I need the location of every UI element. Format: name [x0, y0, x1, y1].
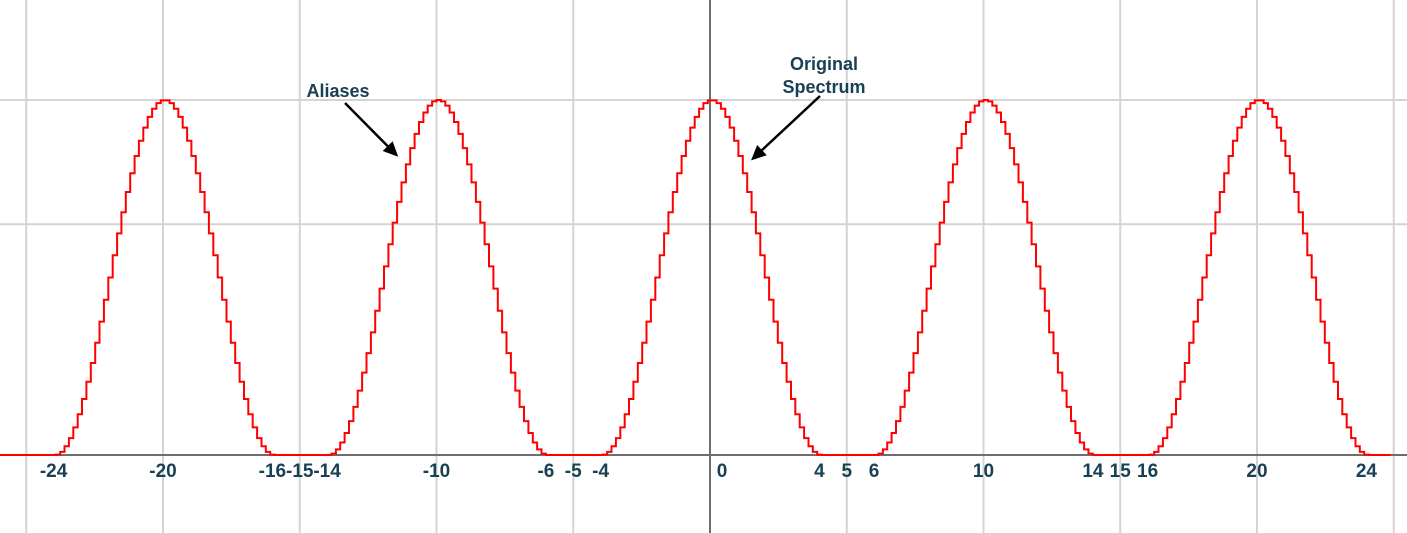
- x-tick-label: -10: [423, 461, 450, 482]
- annotation-arrow-line: [344, 102, 389, 148]
- annotation-line: Spectrum: [782, 77, 865, 97]
- x-tick-label: 0: [717, 461, 728, 482]
- x-tick-label: -4: [592, 461, 609, 482]
- x-tick-label: -5: [565, 461, 582, 482]
- x-tick-label: 15: [1110, 461, 1132, 482]
- annotation-label: Aliases: [306, 81, 369, 101]
- x-tick-label: 5: [841, 461, 852, 482]
- annotation-label: Original Spectrum: [782, 54, 865, 97]
- annotation-arrow-head: [751, 144, 767, 161]
- x-tick-label: 16: [1137, 461, 1158, 482]
- x-tick-label: -20: [149, 461, 176, 482]
- x-tick-label: -16: [259, 461, 286, 482]
- annotations: Aliases Original Spectrum: [306, 54, 866, 161]
- x-tick-label: -14: [313, 461, 341, 482]
- x-tick-label: 4: [814, 461, 825, 482]
- annotation-arrow-line: [761, 95, 821, 152]
- x-tick-label: -6: [537, 461, 554, 482]
- x-tick-label: 6: [869, 461, 880, 482]
- series-layer: [0, 99, 1391, 456]
- annotation-arrow-head: [382, 141, 399, 157]
- x-tick-label: 24: [1356, 461, 1378, 482]
- x-tick-label: 14: [1082, 461, 1104, 482]
- x-tick-label: 20: [1246, 461, 1267, 482]
- x-tick-label: -24: [40, 461, 68, 482]
- x-tick-label: -15: [286, 461, 314, 482]
- spectrum-series-line: [0, 99, 1391, 456]
- annotation-line: Aliases: [306, 81, 369, 101]
- x-tick-labels: -24 -20 -16 -15 -14 -10 -6 -5 -4 0 4 5 6 10 14 15 16 20 24: [40, 461, 1378, 482]
- annotation-line: Original: [790, 54, 858, 74]
- x-tick-label: 10: [973, 461, 994, 482]
